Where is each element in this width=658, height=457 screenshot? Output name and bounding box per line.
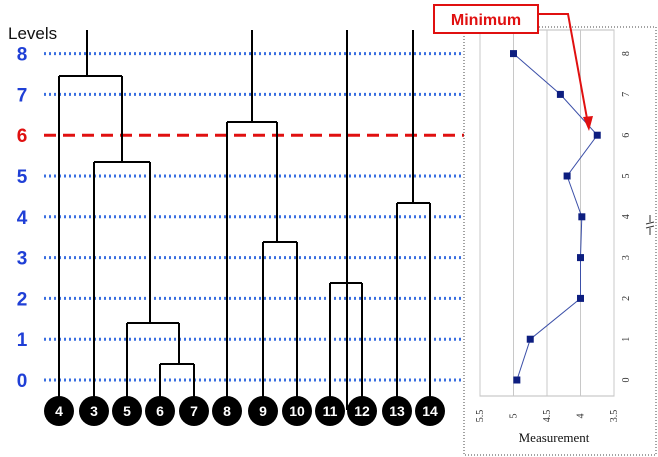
leaf-node-circle (79, 396, 109, 426)
leaf-node-5: 5 (112, 396, 142, 426)
x-tick-label: 5.5 (475, 410, 486, 423)
leaf-node-circle (145, 396, 175, 426)
leaf-node-label: 12 (354, 403, 370, 419)
x-tick-label: 4.5 (542, 410, 553, 423)
leaf-node-14: 14 (415, 396, 445, 426)
plot-marker-level-6 (593, 131, 601, 139)
leaf-node-circle (415, 396, 445, 426)
callout-arrow-head (583, 116, 593, 131)
x-tick-label: 4 (576, 414, 587, 419)
dendrogram-tree (58, 30, 431, 410)
leaf-node-13: 13 (382, 396, 412, 426)
y-tick-label: 7 (621, 92, 632, 97)
callout-box (433, 4, 539, 34)
leaf-node-label: 10 (289, 403, 305, 419)
level-number-3: 3 (17, 249, 28, 270)
leaf-node-10: 10 (282, 396, 312, 426)
leaf-node-circle (112, 396, 142, 426)
plot-marker-level-5 (563, 172, 571, 180)
x-tick-label: 3.5 (609, 410, 620, 423)
level-numbers: 8 7 6 5 4 3 2 1 0 (17, 45, 28, 392)
y-tick-label: 4 (621, 214, 632, 219)
leaf-node-4: 4 (44, 396, 74, 426)
level-number-6: 6 (17, 126, 28, 147)
leaf-node-label: 4 (55, 403, 63, 419)
y-tick-label: 1 (621, 337, 632, 342)
plot-markers (510, 50, 601, 384)
y-tick-label: 2 (621, 296, 632, 301)
plot-x-ticks: 5.5 5 4.5 4 3.5 (475, 410, 620, 423)
leaf-node-circle (212, 396, 242, 426)
x-axis-label: Measurement (519, 430, 590, 445)
leaf-node-label: 14 (422, 403, 438, 419)
axis-break-icon (645, 215, 655, 235)
leaf-node-circle (179, 396, 209, 426)
level-number-2: 2 (17, 289, 28, 310)
leaf-node-label: 11 (323, 403, 338, 419)
y-tick-label: 5 (621, 174, 632, 179)
level-number-5: 5 (17, 167, 28, 188)
plot-marker-level-2 (577, 294, 584, 302)
plot-outer-frame (463, 26, 657, 456)
level-number-4: 4 (17, 208, 28, 229)
leaf-node-circle (282, 396, 312, 426)
level-number-8: 8 (17, 45, 28, 66)
measurement-plot: 5.5 5 4.5 4 3.5 0 1 2 3 4 5 6 7 8 Measurement (463, 26, 657, 456)
leaf-nodes: 4 3 5 6 7 8 9 10 11 12 13 14 (44, 396, 445, 426)
plot-marker-level-1 (526, 335, 534, 343)
leaf-node-9: 9 (248, 396, 278, 426)
plot-marker-level-8 (510, 50, 517, 58)
level-number-0: 0 (17, 371, 28, 392)
y-tick-label: 8 (621, 51, 632, 56)
y-tick-label: 0 (621, 378, 632, 383)
leaf-node-11: 11 (315, 396, 345, 426)
leaf-node-label: 8 (223, 403, 231, 419)
plot-marker-level-0 (513, 376, 521, 384)
leaf-node-circle (248, 396, 278, 426)
leaf-node-label: 7 (190, 403, 198, 419)
leaf-node-circle (44, 396, 74, 426)
leaf-node-8: 8 (212, 396, 242, 426)
leaf-node-12: 12 (347, 396, 377, 426)
y-tick-label: 3 (621, 255, 632, 260)
x-tick-label: 5 (509, 414, 520, 419)
leaf-node-label: 9 (259, 403, 267, 419)
levels-title: Levels (8, 24, 57, 43)
leaf-node-6: 6 (145, 396, 175, 426)
leaf-node-label: 13 (389, 403, 405, 419)
level-number-1: 1 (17, 330, 28, 351)
leaf-node-7: 7 (179, 396, 209, 426)
callout-label: Minimum (451, 12, 521, 29)
leaf-node-3: 3 (79, 396, 109, 426)
callout-arrow-line (538, 13, 589, 125)
leaf-node-label: 6 (156, 403, 164, 419)
plot-marker-level-7 (556, 90, 564, 98)
level-number-7: 7 (17, 85, 28, 106)
plot-y-ticks: 0 1 2 3 4 5 6 7 8 (621, 51, 632, 382)
leaf-node-circle (315, 396, 345, 426)
plot-marker-level-4 (578, 213, 586, 221)
plot-marker-level-3 (577, 254, 584, 262)
leaf-node-circle (382, 396, 412, 426)
y-tick-label: 6 (621, 133, 632, 138)
leaf-node-label: 3 (90, 403, 98, 419)
leaf-node-label: 5 (123, 403, 131, 419)
minimum-callout: Minimum (433, 4, 593, 131)
leaf-node-circle (347, 396, 377, 426)
